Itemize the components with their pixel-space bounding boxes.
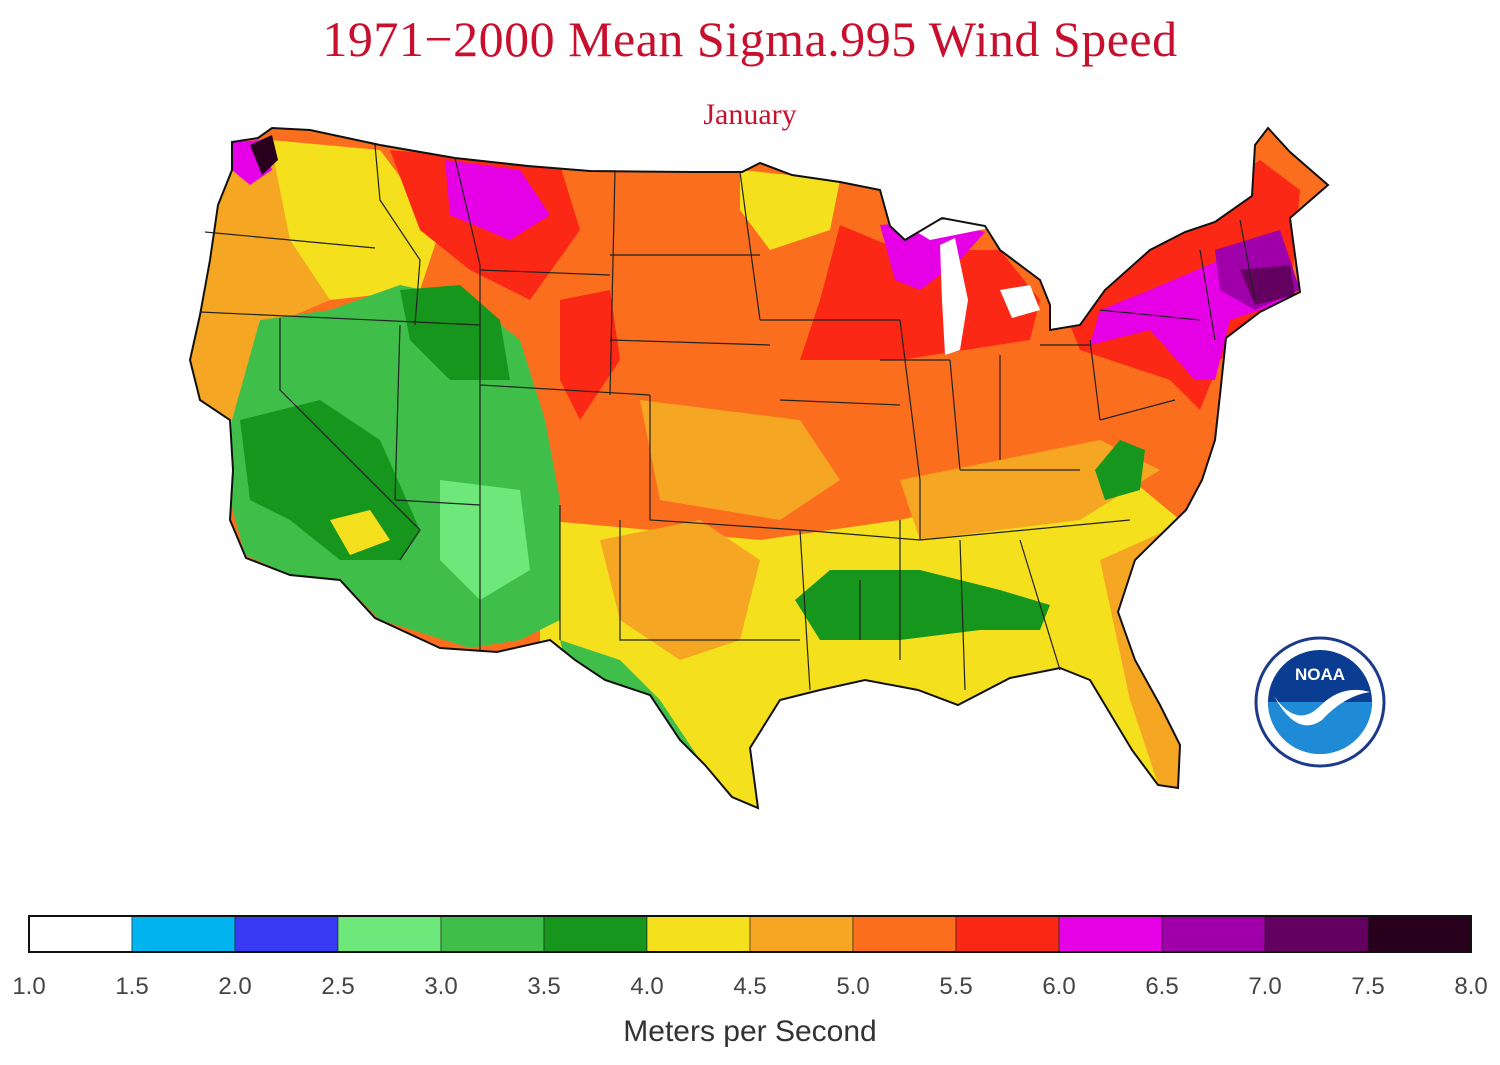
lake-superior [905, 215, 990, 240]
map-subtitle: January [703, 98, 797, 131]
legend-color-box [337, 915, 442, 953]
legend-tick-label: 7.5 [1351, 973, 1385, 1000]
idaho-dark-green [400, 285, 510, 380]
legend-tick-label: 2.0 [218, 973, 252, 1000]
legend-tick-label: 3.5 [527, 973, 561, 1000]
legend-color-box [440, 915, 545, 953]
great-lakes-red-region [800, 225, 1040, 360]
appalachian-green [1095, 440, 1145, 500]
washington-coast-black [250, 135, 278, 175]
legend-tick-label: 5.0 [836, 973, 870, 1000]
legend-color-box [28, 915, 133, 953]
kansas-orange-region [640, 400, 840, 520]
texas-orange-region [600, 520, 760, 660]
legend-color-box [955, 915, 1060, 953]
noaa-logo-icon: NOAA [1254, 636, 1386, 768]
legend-color-box [646, 915, 751, 953]
legend-tick-label: 5.5 [939, 973, 973, 1000]
legend-tick-label: 4.0 [630, 973, 664, 1000]
legend-tick-label: 4.5 [733, 973, 767, 1000]
legend-color-box [1161, 915, 1266, 953]
legend-color-box [1367, 915, 1472, 953]
deep-south-green [795, 570, 1050, 640]
legend-color-box [1264, 915, 1369, 953]
montana-magenta-region [445, 160, 550, 240]
legend-tick-label: 2.5 [321, 973, 355, 1000]
wyoming-red-region [560, 290, 620, 420]
legend-tick-label: 6.0 [1042, 973, 1076, 1000]
minnesota-yellow-region [740, 170, 840, 250]
legend-tick-label: 1.5 [115, 973, 149, 1000]
las-vegas-yellow [330, 510, 390, 555]
legend-tick-label: 3.0 [424, 973, 458, 1000]
wind-speed-map [188, 126, 1330, 810]
legend-tick-label: 7.0 [1248, 973, 1282, 1000]
legend-color-box [749, 915, 854, 953]
lake-michigan [940, 238, 968, 355]
color-legend [28, 915, 1472, 953]
legend-color-box [1058, 915, 1163, 953]
legend-tick-label: 1.0 [12, 973, 46, 1000]
legend-color-box [234, 915, 339, 953]
legend-tick-label: 6.5 [1145, 973, 1179, 1000]
state-boundaries [199, 144, 1256, 691]
us-outline [188, 126, 1330, 810]
wind-field [190, 128, 1328, 808]
legend-color-box [852, 915, 957, 953]
noaa-logo-text: NOAA [1295, 665, 1345, 684]
tennessee-orange-region [900, 440, 1160, 540]
arizona-light-green [440, 480, 530, 600]
legend-unit-label: Meters per Second [623, 1015, 877, 1048]
legend-color-box [543, 915, 648, 953]
legend-color-box [131, 915, 236, 953]
northwest-yellow-region [270, 140, 440, 300]
lake-huron [1000, 285, 1040, 318]
legend-tick-label: 8.0 [1454, 973, 1488, 1000]
map-title: 1971−2000 Mean Sigma.995 Wind Speed [322, 11, 1178, 67]
